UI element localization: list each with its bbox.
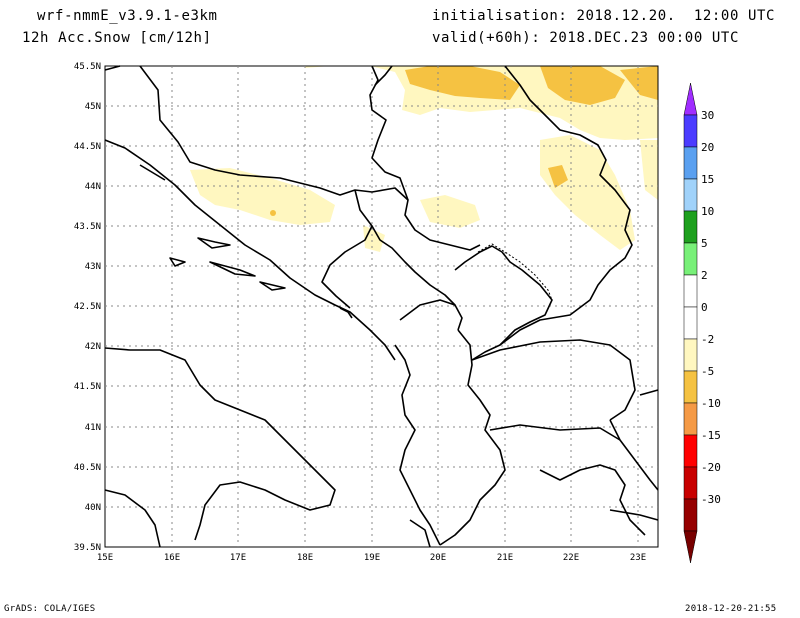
- valid-time: valid(+60h): 2018.DEC.23 00:00 UTC: [432, 30, 739, 46]
- colorbar-swatch: [683, 402, 698, 436]
- lon-label: 23E: [630, 553, 646, 563]
- colorbar-label: 15: [701, 173, 714, 186]
- colorbar-swatch: [683, 434, 698, 468]
- colorbar-swatch: [683, 498, 698, 532]
- lat-label: 42.5N: [74, 302, 101, 312]
- colorbar-swatch: [683, 114, 698, 148]
- colorbar-label: 20: [701, 141, 714, 154]
- colorbar-label: 10: [701, 205, 714, 218]
- lat-label: 40N: [85, 503, 101, 513]
- colorbar-label: -2: [701, 333, 714, 346]
- lon-label: 21E: [497, 553, 513, 563]
- colorbar-swatch: [683, 338, 698, 372]
- colorbar-label: -15: [701, 429, 721, 442]
- lat-label: 44N: [85, 182, 101, 192]
- gridlines: [105, 66, 658, 547]
- snow-shading-5cm: [270, 66, 658, 216]
- lat-label: 43.5N: [74, 222, 101, 232]
- colorbar-label: -30: [701, 493, 721, 506]
- colorbar-swatch: [683, 306, 698, 340]
- colorbar-bottom-arrow: [683, 530, 698, 564]
- colorbar-swatch: [683, 178, 698, 212]
- lat-label: 45.5N: [74, 62, 101, 72]
- field-title: 12h Acc.Snow [cm/12h]: [22, 30, 212, 46]
- kosovo-border: [477, 243, 553, 301]
- lon-label: 20E: [430, 553, 446, 563]
- colorbar-swatch: [683, 242, 698, 276]
- colorbar-label: -20: [701, 461, 721, 474]
- lat-label: 44.5N: [74, 142, 101, 152]
- lat-label: 41N: [85, 423, 101, 433]
- colorbar-top-arrow: [683, 82, 698, 116]
- colorbar-label: -5: [701, 365, 714, 378]
- model-title: wrf-nmmE_v3.9.1-e3km: [37, 8, 218, 24]
- footer-credit: GrADS: COLA/IGES: [4, 604, 96, 614]
- colorbar-label: 2: [701, 269, 708, 282]
- lon-label: 18E: [297, 553, 313, 563]
- init-time: initialisation: 2018.12.20. 12:00 UTC: [432, 8, 776, 24]
- lon-label: 22E: [563, 553, 579, 563]
- colorbar-swatch: [683, 210, 698, 244]
- lon-label: 15E: [97, 553, 113, 563]
- colorbar-label: 0: [701, 301, 708, 314]
- coastlines-borders: [104, 65, 659, 548]
- lon-label: 17E: [230, 553, 246, 563]
- lat-label: 45N: [85, 102, 101, 112]
- lat-label: 40.5N: [74, 463, 101, 473]
- colorbar-swatch: [683, 274, 698, 308]
- axis-labels: 45.5N 45N 44.5N 44N 43.5N 43N 42.5N 42N …: [74, 62, 646, 563]
- colorbar-label: -10: [701, 397, 721, 410]
- colorbar-swatch: [683, 370, 698, 404]
- colorbar-swatch: [683, 466, 698, 500]
- lat-label: 42N: [85, 342, 101, 352]
- colorbar-label: 30: [701, 109, 714, 122]
- lat-label: 41.5N: [74, 382, 101, 392]
- lon-label: 16E: [164, 553, 180, 563]
- lat-label: 39.5N: [74, 543, 101, 553]
- lat-label: 43N: [85, 262, 101, 272]
- footer-timestamp: 2018-12-20-21:55: [685, 604, 777, 614]
- colorbar-label: 5: [701, 237, 708, 250]
- colorbar-swatch: [683, 146, 698, 180]
- lon-label: 19E: [364, 553, 380, 563]
